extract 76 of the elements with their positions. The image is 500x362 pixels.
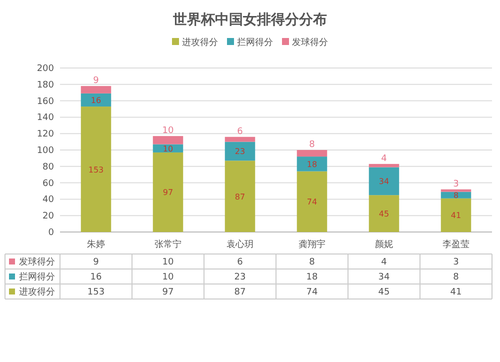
data-label: 87 <box>234 192 246 202</box>
bar <box>368 167 400 196</box>
text: 6 <box>237 258 244 268</box>
bar <box>296 171 328 232</box>
text: 8 <box>309 258 316 268</box>
data-label: 16 <box>90 96 102 105</box>
data-label: 3 <box>453 179 459 190</box>
legend-label: 进攻得分 <box>182 37 218 48</box>
bar <box>440 198 472 232</box>
bar <box>80 93 112 107</box>
text: 9 <box>93 258 100 268</box>
data-label: 10 <box>162 126 174 136</box>
text: 16 <box>90 272 102 282</box>
data-label: 97 <box>162 188 174 198</box>
x-tick-label: 李盈莹 <box>442 239 470 250</box>
bar <box>224 142 256 161</box>
y-tick-label: 140 <box>36 113 54 124</box>
data-label: 23 <box>234 147 246 156</box>
data-label: 8 <box>453 191 459 200</box>
text: 10 <box>162 258 174 268</box>
bar <box>296 156 328 172</box>
data-label: 4 <box>381 154 388 164</box>
y-tick-label: 0 <box>48 228 54 238</box>
y-tick-label: 80 <box>42 162 54 172</box>
text: 97 <box>162 288 174 298</box>
bar <box>80 86 112 94</box>
text: 进攻得分 <box>19 288 55 298</box>
y-tick-label: 60 <box>42 178 54 189</box>
text: 10 <box>162 272 174 282</box>
legend-label: 发球得分 <box>292 37 328 48</box>
chart-title: 世界杯中国女排得分分布 <box>172 12 327 28</box>
data-label: 8 <box>309 140 316 150</box>
x-tick-label: 颜妮 <box>375 239 393 250</box>
y-tick-label: 20 <box>42 212 54 222</box>
bar <box>368 195 400 232</box>
y-tick-label: 160 <box>36 96 54 107</box>
x-tick-label: 龚翔宇 <box>298 239 326 250</box>
data-label: 74 <box>306 198 318 207</box>
y-tick-label: 40 <box>42 195 54 206</box>
bar <box>152 152 184 232</box>
x-tick-label: 张常宁 <box>154 239 182 250</box>
bar <box>152 136 184 144</box>
data-label: 41 <box>450 211 462 220</box>
text: 34 <box>378 272 390 282</box>
data-label: 45 <box>378 210 390 219</box>
data-label: 34 <box>378 177 390 186</box>
y-tick-label: 200 <box>36 64 54 74</box>
data-label: 153 <box>88 165 104 174</box>
data-label: 9 <box>93 76 100 86</box>
data-label: 10 <box>162 144 174 154</box>
y-tick-label: 180 <box>36 80 54 90</box>
text: 4 <box>381 258 388 268</box>
x-tick-label: 袁心玥 <box>226 239 254 250</box>
x-tick-label: 朱婷 <box>87 239 105 250</box>
y-tick-label: 100 <box>36 146 54 156</box>
y-tick-label: 120 <box>36 130 54 140</box>
bar <box>80 106 112 232</box>
text: 41 <box>450 288 462 298</box>
text: 发球得分 <box>19 258 55 268</box>
bar <box>224 136 256 142</box>
bar <box>440 189 472 192</box>
bar <box>224 160 256 232</box>
legend-label: 拦网得分 <box>237 37 273 48</box>
data-label: 6 <box>237 126 244 137</box>
text: 23 <box>234 272 246 282</box>
text: 45 <box>378 288 390 298</box>
text: 18 <box>306 272 318 282</box>
text: 153 <box>87 288 105 298</box>
text: 3 <box>453 258 459 268</box>
bar <box>368 164 400 168</box>
text: 拦网得分 <box>19 272 55 282</box>
text: 8 <box>453 272 460 282</box>
text: 87 <box>234 288 246 298</box>
data-label: 18 <box>306 160 318 169</box>
text: 74 <box>306 288 318 298</box>
bar <box>296 150 328 157</box>
